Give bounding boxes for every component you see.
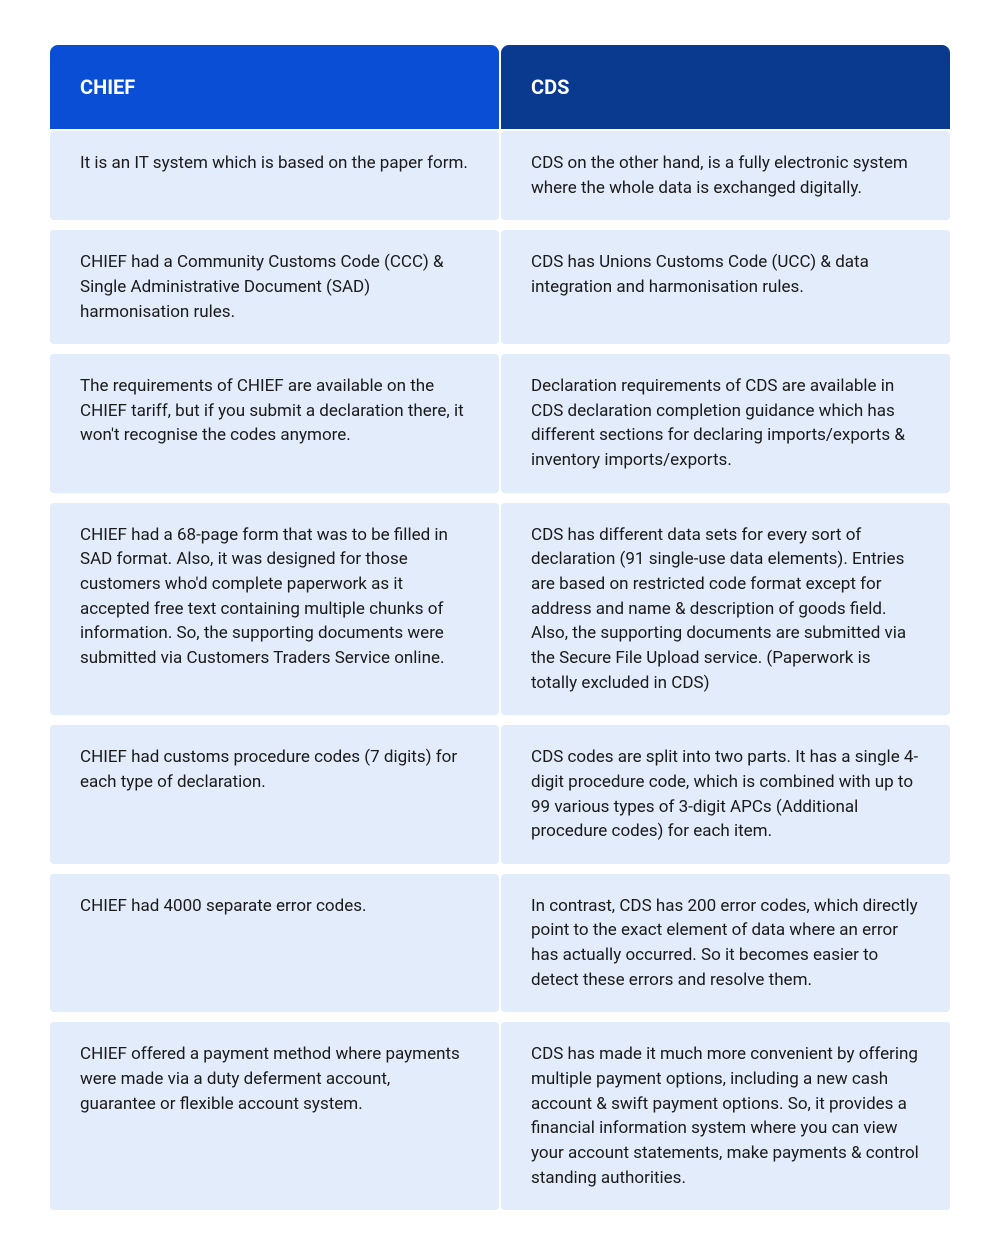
comparison-table: CHIEF CDS It is an IT system which is ba… [50, 45, 950, 1210]
column-header-chief: CHIEF [50, 45, 499, 129]
cell-cds: Declaration requirements of CDS are avai… [501, 354, 950, 493]
cell-cds: CDS has different data sets for every so… [501, 503, 950, 715]
cell-chief: It is an IT system which is based on the… [50, 131, 499, 220]
cell-chief: CHIEF had 4000 separate error codes. [50, 874, 499, 1013]
table-row: The requirements of CHIEF are available … [50, 354, 950, 493]
table-row: CHIEF had 4000 separate error codes.In c… [50, 874, 950, 1013]
cell-cds: CDS codes are split into two parts. It h… [501, 725, 950, 864]
table-row: CHIEF had a Community Customs Code (CCC)… [50, 230, 950, 344]
column-header-cds: CDS [501, 45, 950, 129]
cell-chief: The requirements of CHIEF are available … [50, 354, 499, 493]
cell-chief: CHIEF had a 68-page form that was to be … [50, 503, 499, 715]
cell-cds: CDS has made it much more convenient by … [501, 1022, 950, 1210]
table-header-row: CHIEF CDS [50, 45, 950, 129]
table-row: CHIEF had a 68-page form that was to be … [50, 503, 950, 715]
cell-cds: In contrast, CDS has 200 error codes, wh… [501, 874, 950, 1013]
cell-chief: CHIEF had customs procedure codes (7 dig… [50, 725, 499, 864]
cell-cds: CDS has Unions Customs Code (UCC) & data… [501, 230, 950, 344]
table-row: It is an IT system which is based on the… [50, 131, 950, 220]
cell-chief: CHIEF had a Community Customs Code (CCC)… [50, 230, 499, 344]
table-row: CHIEF offered a payment method where pay… [50, 1022, 950, 1210]
cell-chief: CHIEF offered a payment method where pay… [50, 1022, 499, 1210]
table-row: CHIEF had customs procedure codes (7 dig… [50, 725, 950, 864]
cell-cds: CDS on the other hand, is a fully electr… [501, 131, 950, 220]
table-body: It is an IT system which is based on the… [50, 131, 950, 1210]
